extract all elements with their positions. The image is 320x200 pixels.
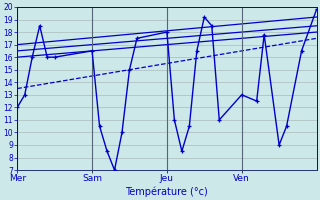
X-axis label: Température (°c): Température (°c) — [125, 186, 208, 197]
